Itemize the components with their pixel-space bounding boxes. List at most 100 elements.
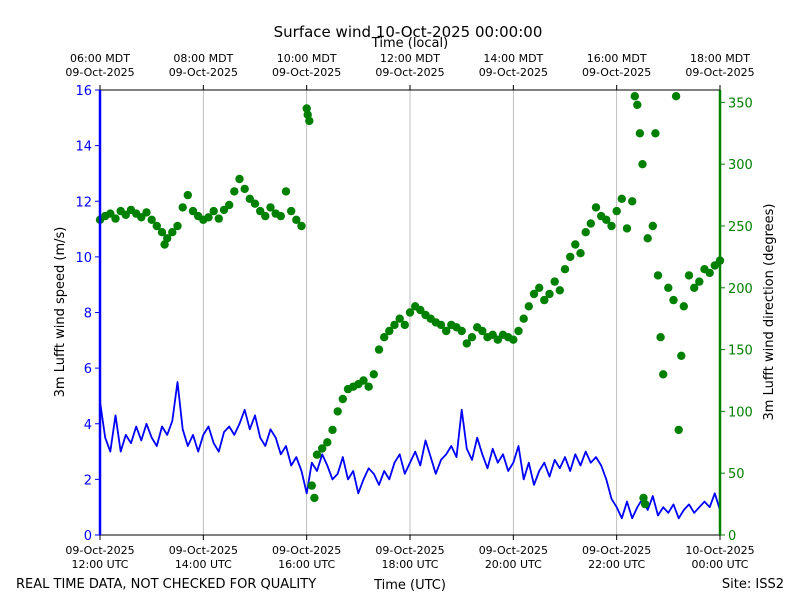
top-tick-time: 06:00 MDT [70, 52, 130, 65]
wind-direction-point [318, 444, 327, 453]
wind-direction-point [250, 199, 260, 208]
quality-disclaimer: REAL TIME DATA, NOT CHECKED FOR QUALITY [16, 577, 316, 592]
wind-direction-point [519, 314, 528, 323]
wind-direction-point [659, 370, 668, 379]
wind-direction-point [581, 228, 590, 237]
wind-direction-point [560, 265, 570, 274]
wind-direction-point [333, 407, 342, 416]
wind-direction-point [607, 221, 616, 231]
right-tick-label: 0 [728, 529, 736, 544]
wind-direction-point [405, 308, 415, 317]
wind-direction-point [674, 425, 683, 435]
wind-direction-point [436, 320, 446, 330]
wind-direction-point [307, 481, 316, 490]
wind-direction-point [297, 221, 306, 231]
wind-direction-point [323, 438, 332, 447]
wind-direction-point [204, 213, 213, 222]
wind-direction-point [338, 394, 347, 404]
wind-direction-point [178, 203, 187, 212]
bottom-tick-time: 22:00 UTC [588, 558, 645, 571]
wind-direction-point [147, 215, 156, 224]
bottom-tick-date: 09-Oct-2025 [65, 544, 134, 557]
wind-direction-point [684, 271, 694, 280]
bottom-tick-date: 09-Oct-2025 [272, 544, 341, 557]
bottom-tick-date: 09-Oct-2025 [479, 544, 548, 557]
wind-direction-point [328, 425, 337, 435]
bottom-tick-date: 10-Oct-2025 [685, 544, 754, 557]
wind-direction-point [266, 203, 275, 212]
wind-direction-point [643, 234, 652, 243]
wind-direction-point [550, 277, 559, 286]
wind-direction-point [555, 286, 564, 295]
site-label: Site: ISS2 [722, 577, 784, 592]
wind-direction-point [380, 333, 389, 342]
top-tick-time: 14:00 MDT [483, 52, 543, 65]
right-tick-label: 350 [728, 96, 753, 111]
wind-direction-point [142, 208, 151, 217]
bottom-axis-label: Time (UTC) [373, 578, 446, 593]
wind-direction-point [638, 160, 647, 169]
top-tick-date: 09-Oct-2025 [169, 66, 238, 79]
wind-direction-point [628, 197, 637, 206]
wind-direction-point [442, 326, 451, 336]
right-tick-label: 300 [728, 158, 753, 173]
top-tick-time: 16:00 MDT [587, 52, 647, 65]
wind-direction-point [690, 283, 699, 292]
bottom-tick-time: 14:00 UTC [175, 558, 232, 571]
wind-direction-point [359, 376, 368, 385]
chart-title: Surface wind 10-Oct-2025 00:00:00 [274, 23, 543, 41]
left-tick-label: 10 [75, 251, 92, 266]
wind-direction-point [545, 289, 554, 299]
top-tick-date: 09-Oct-2025 [375, 66, 444, 79]
wind-direction-point [457, 326, 466, 336]
wind-direction-point [312, 450, 322, 459]
wind-direction-point [679, 302, 688, 311]
wind-direction-point [653, 271, 663, 280]
left-tick-label: 14 [75, 140, 92, 155]
wind-direction-point [111, 214, 120, 223]
wind-direction-point [656, 333, 665, 342]
top-tick-time: 10:00 MDT [277, 52, 337, 65]
left-tick-label: 16 [75, 84, 92, 99]
left-axis-ticks: 0 2 4 6 8 10 12 14 16 [75, 84, 100, 544]
wind-direction-point [385, 326, 394, 336]
wind-direction-point [524, 302, 533, 311]
left-tick-label: 8 [84, 307, 92, 322]
wind-direction-point [214, 214, 223, 223]
top-tick-date: 09-Oct-2025 [65, 66, 134, 79]
wind-direction-point [281, 187, 291, 196]
wind-direction-point [576, 249, 585, 258]
wind-direction-point [416, 305, 425, 315]
wind-direction-point [395, 314, 404, 323]
wind-direction-point [671, 92, 681, 101]
bottom-tick-time: 12:00 UTC [71, 558, 128, 571]
right-axis-label: 3m Lufft wind direction (degrees) [762, 204, 777, 421]
wind-direction-point [509, 335, 518, 344]
wind-direction-point [677, 351, 686, 360]
wind-direction-point [478, 326, 487, 336]
wind-direction-point [586, 219, 595, 228]
wind-direction-point [640, 499, 650, 509]
wind-direction-point [209, 206, 218, 216]
wind-direction-point [612, 206, 621, 216]
wind-direction-point [630, 92, 639, 101]
wind-direction-point [183, 190, 192, 200]
wind-direction-point [163, 234, 172, 243]
left-tick-label: 4 [84, 418, 92, 433]
bottom-tick-time: 00:00 UTC [691, 558, 748, 571]
wind-direction-point [302, 104, 311, 113]
wind-direction-point [374, 345, 384, 354]
wind-direction-point [261, 211, 270, 221]
top-axis-label: Time (local) [371, 36, 448, 51]
wind-direction-point [651, 129, 660, 138]
wind-direction-point [305, 116, 314, 126]
wind-direction-point [669, 295, 678, 305]
wind-direction-point [617, 194, 626, 203]
bottom-tick-date: 09-Oct-2025 [169, 544, 238, 557]
wind-direction-point [535, 283, 544, 292]
wind-direction-point [602, 215, 611, 224]
bottom-tick-date: 09-Oct-2025 [582, 544, 651, 557]
wind-direction-point [467, 333, 477, 342]
